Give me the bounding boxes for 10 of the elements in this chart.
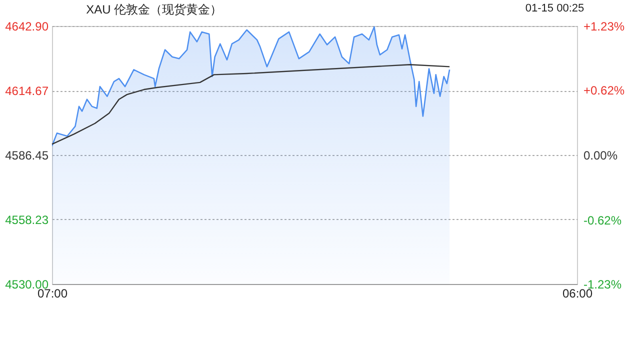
- y-tick-label: 4558.23: [5, 212, 49, 227]
- y2-tick-label: +1.23%: [584, 20, 625, 34]
- y2-tick-label: +0.62%: [584, 83, 625, 98]
- chart-title: XAU 伦敦金（现货黄金）: [86, 2, 222, 16]
- y-tick-label: 4586.45: [5, 148, 49, 162]
- y2-tick-label: 0.00%: [584, 148, 618, 162]
- text: 01-15 00:25: [525, 2, 584, 14]
- y-tick-label: 4614.67: [5, 84, 49, 98]
- y2-tick-label: -0.62%: [584, 214, 622, 228]
- y-tick-label: 4642.90: [5, 20, 49, 34]
